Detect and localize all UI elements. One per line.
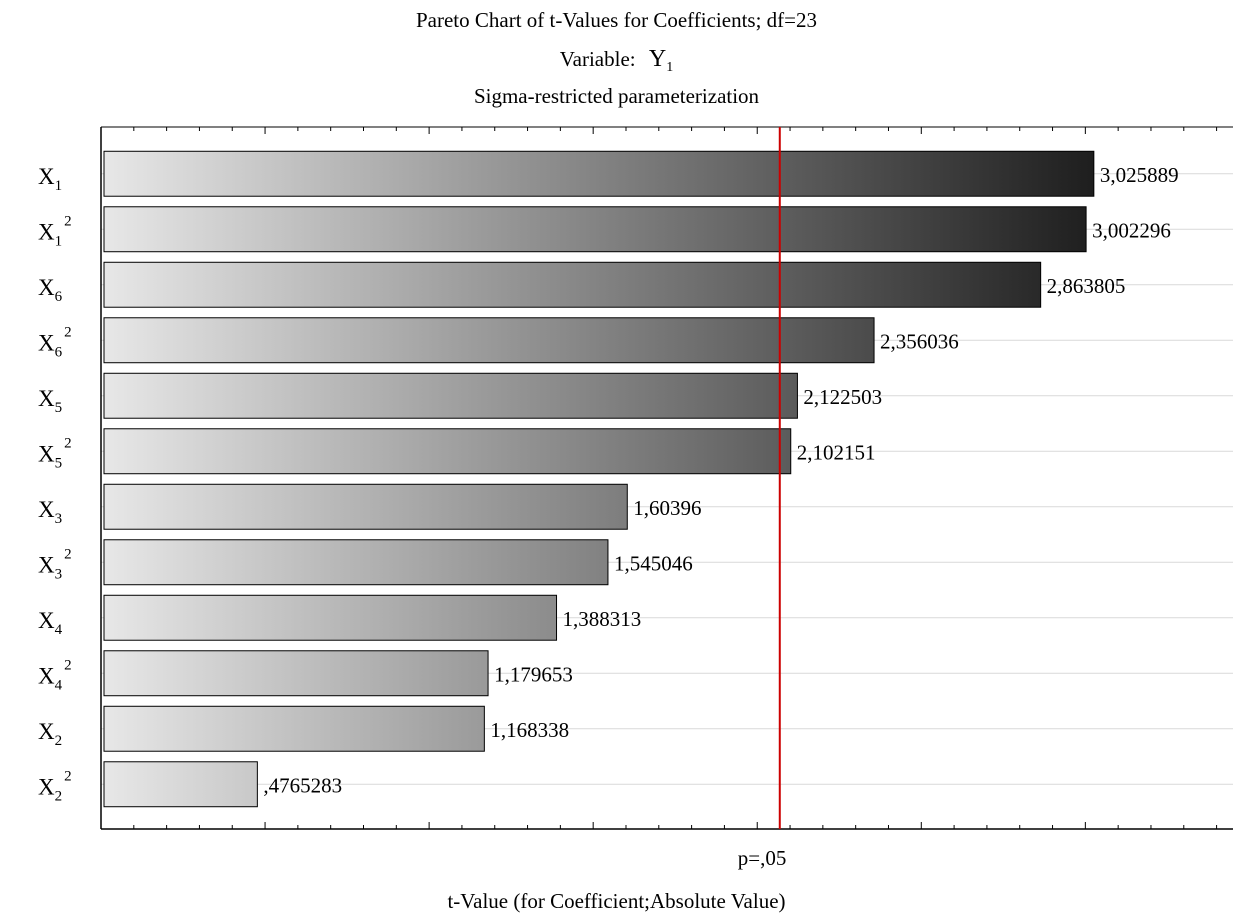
chart-title: Pareto Chart of t-Values for Coefficient… [415,8,818,32]
variable-label: Variable: [559,47,636,71]
bar-value-label: 3,002296 [1092,218,1171,242]
bar-value-label: 3,025889 [1100,163,1179,187]
category-label: X42 [38,657,72,693]
variable-name: Y [648,46,667,72]
category-label: X22 [38,768,72,804]
bar-value-label: 2,102151 [797,440,876,464]
bar-value-label: 1,545046 [614,551,693,575]
bar-value-label: 1,388313 [563,607,642,631]
bar [103,705,485,752]
bar [103,317,875,364]
category-label: X52 [38,435,72,471]
bar [103,428,792,475]
bar-value-label: 2,356036 [880,329,959,353]
chart-variable-line: Variable: Y1 [0,46,1233,76]
category-label: X4 [38,608,63,638]
bar [103,761,258,808]
category-label: X3 [38,497,62,527]
variable-subscript: 1 [666,60,674,76]
category-label: X32 [38,546,72,582]
chart-subtitle: Sigma-restricted parameterization [473,84,760,108]
bar [103,206,1087,253]
bar [103,650,489,697]
bar [103,150,1095,197]
bar-value-label: 1,179653 [494,662,573,686]
category-label: X2 [38,719,62,749]
significance-label: p=,05 [737,846,787,870]
bar-value-label: 2,122503 [803,385,882,409]
bar [103,594,558,641]
category-label: X12 [38,213,72,249]
category-label: X5 [38,386,62,416]
category-label: X6 [38,275,63,305]
x-axis-label: t-Value (for Coefficient;Absolute Value) [447,889,786,913]
category-label: X62 [38,324,72,360]
bar [103,483,628,530]
bar [103,372,798,419]
bar-value-label: 1,168338 [490,718,569,742]
bar-value-label: 2,863805 [1047,274,1126,298]
bar-value-label: 1,60396 [633,496,701,520]
bar [103,261,1042,308]
bar-value-label: ,4765283 [263,773,342,797]
bar [103,539,609,586]
category-label: X1 [38,164,62,194]
